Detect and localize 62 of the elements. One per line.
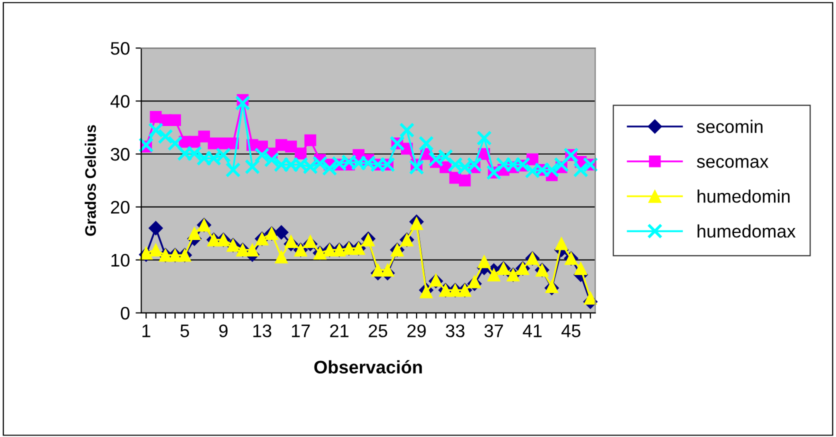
y-tick-label: 10 [111, 254, 130, 267]
point [285, 140, 297, 152]
x-tick-label: 25 [368, 324, 388, 338]
x-axis-title: Observación [314, 360, 422, 374]
point [408, 160, 424, 175]
point [148, 220, 163, 236]
point [188, 226, 202, 240]
x-tick-label: 37 [484, 324, 503, 338]
y-axis-title: Grados Celcius [84, 125, 96, 236]
x-tick-label: 1 [142, 324, 150, 338]
point [554, 236, 568, 250]
point [198, 130, 210, 142]
y-tick-label: 40 [110, 94, 130, 108]
point [246, 243, 259, 256]
point [322, 160, 338, 176]
legend-label: humedomax [698, 224, 796, 238]
point [284, 234, 298, 248]
point [254, 147, 270, 163]
point [458, 174, 471, 186]
legend-label: secomax [696, 158, 768, 168]
point [149, 243, 162, 256]
point [158, 128, 174, 144]
legend-label: humedomin [698, 190, 790, 203]
point [274, 225, 289, 240]
point [235, 96, 250, 111]
x-tick-label: 5 [180, 324, 190, 338]
point [380, 263, 394, 277]
point [476, 130, 492, 146]
x-tick-label: 21 [330, 324, 348, 338]
point [225, 162, 241, 178]
x-tick-label: 33 [446, 324, 464, 338]
legend-label: secomin [696, 120, 762, 133]
point [169, 114, 181, 126]
point [573, 162, 588, 178]
y-tick-label: 50 [110, 42, 130, 55]
point [468, 275, 482, 288]
y-tick-label: 30 [110, 148, 130, 161]
point [244, 159, 260, 174]
x-tick-label: 41 [522, 324, 542, 338]
point [418, 136, 434, 152]
x-tick-label: 29 [407, 324, 426, 338]
y-tick-label: 0 [120, 306, 130, 320]
point [478, 254, 491, 268]
point [304, 134, 316, 146]
point [148, 122, 164, 138]
x-tick-label: 45 [561, 324, 580, 338]
point [264, 152, 280, 168]
y-tick-label: 20 [111, 200, 130, 214]
point [487, 268, 500, 282]
point [138, 137, 154, 153]
point [167, 136, 183, 152]
point [274, 250, 288, 264]
point [584, 291, 598, 305]
x-tick-label: 13 [253, 324, 272, 338]
point [304, 234, 317, 248]
x-tick-label: 17 [292, 324, 310, 338]
x-tick-label: 9 [219, 324, 228, 338]
point [294, 148, 307, 160]
point [574, 262, 588, 275]
point [371, 263, 385, 277]
point [399, 122, 415, 138]
point [554, 156, 570, 172]
